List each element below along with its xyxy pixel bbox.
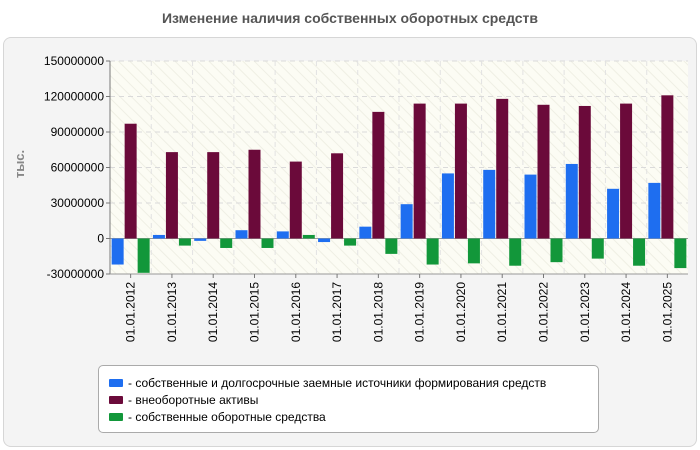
x-tick-label: 01.01.2015 [248, 282, 262, 342]
bar-series-1-01.01.2014 [194, 238, 207, 241]
bar-series-3-01.01.2025 [674, 238, 687, 269]
bar-series-2-01.01.2015 [248, 149, 261, 239]
bar-series-2-01.01.2020 [454, 103, 467, 239]
legend-label: - собственные и долгосрочные заемные ист… [128, 375, 547, 390]
bar-series-2-01.01.2017 [331, 153, 344, 239]
legend-swatch [109, 395, 123, 404]
x-tick-label: 01.01.2021 [495, 282, 509, 342]
bar-series-1-01.01.2020 [441, 173, 454, 239]
bar-series-2-01.01.2024 [620, 103, 633, 239]
bar-series-3-01.01.2023 [591, 238, 604, 259]
y-tick-label: 90000000 [51, 125, 105, 139]
bar-series-1-01.01.2023 [565, 163, 578, 239]
bar-series-1-01.01.2024 [607, 188, 620, 239]
bar-series-3-01.01.2015 [261, 238, 274, 248]
bar-series-1-01.01.2022 [524, 174, 537, 239]
bar-series-1-01.01.2013 [152, 234, 165, 239]
legend-label: - внеоборотные активы [128, 392, 259, 407]
legend-swatch [109, 412, 123, 421]
bar-series-3-01.01.2014 [220, 238, 233, 248]
y-axis-label: тыс. [12, 150, 27, 178]
legend: - собственные и долгосрочные заемные ист… [98, 365, 599, 433]
bar-series-3-01.01.2018 [385, 238, 398, 254]
x-tick-label: 01.01.2012 [124, 282, 138, 342]
bar-series-1-01.01.2016 [276, 231, 289, 239]
bar-series-2-01.01.2018 [372, 111, 385, 239]
y-tick-label: 120000000 [44, 90, 104, 104]
bar-series-2-01.01.2014 [207, 152, 220, 239]
x-tick-label: 01.01.2014 [206, 282, 220, 342]
legend-swatch [109, 378, 123, 387]
bar-series-3-01.01.2017 [344, 238, 357, 246]
legend-item-3: - собственные оборотные средства [109, 408, 598, 425]
bar-series-1-01.01.2018 [359, 226, 372, 239]
bar-series-3-01.01.2019 [426, 238, 439, 265]
legend-item-1: - собственные и долгосрочные заемные ист… [109, 374, 598, 391]
bar-series-3-01.01.2024 [633, 238, 646, 266]
bar-series-3-01.01.2021 [509, 238, 522, 266]
x-tick-label: 01.01.2017 [330, 282, 344, 342]
chart-title: Изменение наличия собственных оборотных … [161, 10, 539, 26]
x-tick-label: 01.01.2025 [660, 282, 674, 342]
y-tick-label: 60000000 [51, 161, 105, 175]
bar-series-3-01.01.2020 [467, 238, 480, 264]
y-tick-label: -30000000 [47, 267, 105, 281]
bar-series-1-01.01.2021 [483, 169, 496, 239]
bar-series-3-01.01.2012 [137, 238, 150, 273]
x-tick-label: 01.01.2016 [289, 282, 303, 342]
x-tick-label: 01.01.2018 [371, 282, 385, 342]
bar-series-1-01.01.2025 [648, 182, 661, 239]
bar-series-2-01.01.2019 [413, 103, 426, 239]
bar-series-1-01.01.2015 [235, 230, 248, 239]
bar-series-2-01.01.2016 [289, 161, 302, 239]
y-tick-label: 150000000 [44, 54, 104, 68]
legend-item-2: - внеоборотные активы [109, 391, 598, 408]
x-tick-label: 01.01.2022 [537, 282, 551, 342]
y-tick-label: 30000000 [51, 196, 105, 210]
bar-series-2-01.01.2022 [537, 104, 550, 239]
bar-series-3-01.01.2013 [178, 238, 191, 246]
bar-series-2-01.01.2012 [124, 123, 137, 239]
bar-series-3-01.01.2022 [550, 238, 563, 263]
bar-series-1-01.01.2017 [318, 238, 331, 243]
x-tick-label: 01.01.2020 [454, 282, 468, 342]
legend-label: - собственные оборотные средства [128, 409, 326, 424]
bar-series-1-01.01.2019 [400, 204, 413, 239]
x-tick-label: 01.01.2013 [165, 282, 179, 342]
x-tick-label: 01.01.2019 [413, 282, 427, 342]
x-tick-label: 01.01.2023 [578, 282, 592, 342]
bar-series-3-01.01.2016 [302, 234, 315, 239]
bar-series-2-01.01.2021 [496, 98, 509, 239]
bar-series-2-01.01.2023 [578, 105, 591, 239]
bar-series-2-01.01.2013 [165, 152, 178, 239]
bar-series-2-01.01.2025 [661, 95, 674, 239]
x-tick-label: 01.01.2024 [619, 282, 633, 342]
y-tick-label: 0 [97, 232, 104, 246]
bar-series-1-01.01.2012 [111, 238, 124, 265]
